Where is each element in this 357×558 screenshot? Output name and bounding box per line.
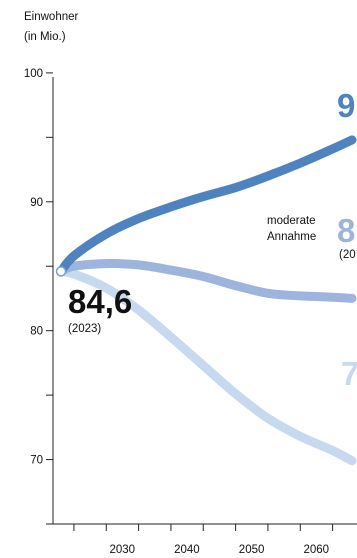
moderate-annotation-line2: Annahme [267,231,316,243]
y-tick-label-80: 80 [30,326,43,338]
x-tick-label-2040: 2040 [174,544,200,556]
series-2-end-sublabel: (20 [339,249,356,261]
y-tick-label-100: 100 [24,68,43,80]
series-3-end-label: 7 [341,355,357,392]
series-2-end-label: 8 [337,212,355,249]
x-ticks: 2030 2040 2050 2060 [73,524,334,556]
y-axis-title-line1: Einwohner [24,11,79,23]
series-line-1 [56,135,357,276]
moderate-annotation-line1: moderate [267,215,316,227]
series-lines [56,135,357,466]
start-value-label: 84,6 [68,283,132,320]
series-1-end-label: 9 [337,87,355,124]
y-axis-title-line2: (in Mio.) [24,31,66,43]
x-tick-label-2030: 2030 [109,544,135,556]
y-tick-label-70: 70 [30,455,43,467]
x-tick-label-2050: 2050 [239,544,265,556]
y-tick-label-90: 90 [30,197,43,209]
start-point-marker [55,266,67,277]
start-year-label: (2023) [68,323,101,335]
y-ticks: 100 90 80 70 [24,68,53,467]
series-line-2 [56,259,357,303]
series-line-3 [56,266,357,466]
x-tick-label-2060: 2060 [303,544,329,556]
